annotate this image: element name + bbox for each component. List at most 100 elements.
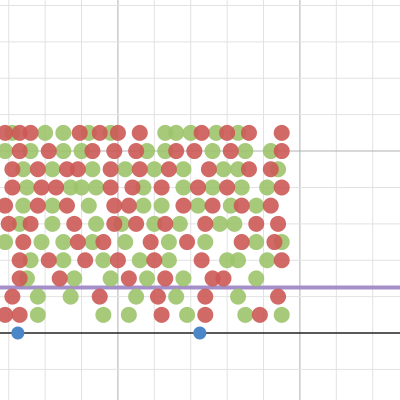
point: [131, 252, 148, 269]
point: [29, 161, 46, 178]
point: [146, 252, 163, 269]
point: [240, 161, 257, 178]
point: [91, 288, 108, 305]
point: [69, 161, 86, 178]
point: [259, 179, 276, 196]
point: [197, 215, 214, 232]
point: [233, 179, 250, 196]
point: [175, 197, 192, 214]
point: [139, 270, 156, 287]
point: [62, 288, 79, 305]
point: [262, 161, 279, 178]
point: [55, 143, 72, 160]
point: [248, 234, 265, 251]
point: [11, 252, 28, 269]
point: [175, 270, 192, 287]
point: [197, 234, 214, 251]
point: [0, 215, 17, 232]
point: [270, 215, 287, 232]
point: [248, 270, 265, 287]
point: [273, 143, 290, 160]
point: [131, 161, 148, 178]
point: [146, 161, 163, 178]
point: [160, 234, 177, 251]
point: [149, 288, 166, 305]
point: [51, 270, 68, 287]
point: [40, 143, 57, 160]
point: [128, 215, 145, 232]
point: [44, 197, 61, 214]
point: [48, 179, 65, 196]
point: [55, 124, 72, 141]
point: [71, 124, 88, 141]
point: [0, 124, 14, 141]
point: [248, 197, 265, 214]
point: [66, 215, 83, 232]
point: [160, 161, 177, 178]
point: [22, 215, 39, 232]
point: [95, 234, 112, 251]
point: [33, 179, 50, 196]
point: [15, 197, 32, 214]
point: [215, 270, 232, 287]
point: [171, 215, 188, 232]
point: [109, 252, 126, 269]
point: [55, 252, 72, 269]
point: [142, 234, 159, 251]
point: [226, 215, 243, 232]
point: [11, 270, 28, 287]
point: [160, 252, 177, 269]
point: [222, 143, 239, 160]
point: [200, 161, 217, 178]
point: [153, 197, 170, 214]
point: [58, 197, 75, 214]
point: [262, 197, 279, 214]
point: [168, 288, 185, 305]
point: [109, 124, 126, 141]
point: [179, 306, 196, 323]
point: [120, 270, 137, 287]
point: [4, 288, 21, 305]
point: [175, 161, 192, 178]
point: [135, 197, 152, 214]
point: [168, 124, 185, 141]
point: [102, 270, 119, 287]
point: [37, 124, 54, 141]
point: [237, 143, 254, 160]
point: [157, 215, 174, 232]
point: [0, 306, 14, 323]
point: [33, 234, 50, 251]
point: [102, 161, 119, 178]
point: [95, 306, 112, 323]
point: [153, 306, 170, 323]
point: [0, 143, 14, 160]
point: [77, 252, 94, 269]
point: [117, 234, 134, 251]
point: [29, 197, 46, 214]
point: [55, 234, 72, 251]
point: [197, 288, 214, 305]
point: [44, 215, 61, 232]
point: [168, 143, 185, 160]
point: [88, 215, 105, 232]
point: [193, 252, 210, 269]
point: [44, 161, 61, 178]
point: [4, 179, 21, 196]
point: [11, 326, 25, 340]
point: [233, 234, 250, 251]
point: [120, 197, 137, 214]
point: [189, 197, 206, 214]
point: [204, 143, 221, 160]
point: [153, 179, 170, 196]
point: [237, 306, 254, 323]
point: [106, 197, 123, 214]
point: [124, 179, 141, 196]
point: [193, 326, 207, 340]
point: [273, 179, 290, 196]
point: [193, 124, 210, 141]
point: [73, 179, 90, 196]
point: [204, 179, 221, 196]
point: [4, 161, 21, 178]
point: [128, 288, 145, 305]
